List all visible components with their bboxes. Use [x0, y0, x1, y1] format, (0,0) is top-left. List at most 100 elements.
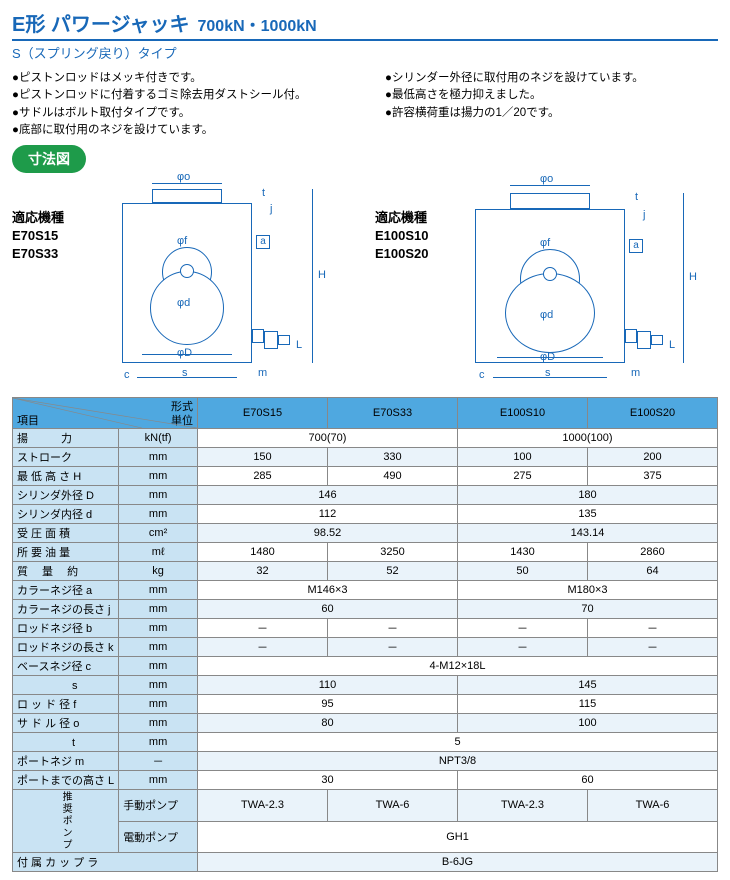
table-row-unit: mm: [119, 619, 198, 638]
dim-a: a: [629, 239, 643, 253]
table-cell: 375: [588, 467, 718, 486]
table-cell: 490: [328, 467, 458, 486]
model-line: E70S15: [12, 227, 64, 245]
table-cell: －: [458, 619, 588, 638]
table-cell: 30: [198, 771, 458, 790]
table-row-label: t: [13, 733, 119, 752]
table-col-hdr: E70S33: [328, 398, 458, 429]
dim-L: L: [669, 339, 675, 351]
dim-phiD: φD: [177, 347, 192, 359]
table-row-label: 電動ポンプ: [119, 821, 198, 853]
table-cell: 100: [458, 448, 588, 467]
table-row-unit: mm: [119, 695, 198, 714]
table-cell: 275: [458, 467, 588, 486]
table-row-label: ストローク: [13, 448, 119, 467]
table-row-label: カラーネジ径 a: [13, 581, 119, 600]
table-cell: －: [198, 638, 328, 657]
dim-t: t: [262, 187, 265, 199]
table-cell: 145: [458, 676, 718, 695]
table-cell: TWA-6: [588, 790, 718, 822]
table-row-label: 質 量 約: [13, 562, 119, 581]
bullet-item: ●ピストンロッドに付着するゴミ除去用ダストシール付。: [12, 87, 345, 104]
table-cell: －: [328, 638, 458, 657]
table-cell: 70: [458, 600, 718, 619]
table-row-label: ポートまでの高さ L: [13, 771, 119, 790]
dim-c: c: [124, 369, 130, 381]
table-cell: 115: [458, 695, 718, 714]
dim-phio: φo: [540, 173, 553, 185]
table-cell: 4-M12×18L: [198, 657, 718, 676]
table-col-hdr: E100S10: [458, 398, 588, 429]
table-row-unit: mm: [119, 486, 198, 505]
dim-m: m: [631, 367, 640, 379]
table-cell: 2860: [588, 543, 718, 562]
table-row-label: カラーネジの長さ j: [13, 600, 119, 619]
dim-a: a: [256, 235, 270, 249]
dim-s: s: [545, 367, 551, 379]
table-cell: 112: [198, 505, 458, 524]
table-cell: 100: [458, 714, 718, 733]
table-row-label: 受 圧 面 積: [13, 524, 119, 543]
table-row-label: ロッドネジの長さ k: [13, 638, 119, 657]
table-col-hdr: E70S15: [198, 398, 328, 429]
table-cell: M146×3: [198, 581, 458, 600]
table-cell: －: [458, 638, 588, 657]
table-row-label: サ ド ル 径 o: [13, 714, 119, 733]
dim-j: j: [270, 203, 272, 215]
dim-m: m: [258, 367, 267, 379]
table-row-unit: mm: [119, 714, 198, 733]
table-cell: 110: [198, 676, 458, 695]
dim-H: H: [689, 271, 697, 283]
bullet-item: ●底部に取付用のネジを設けています。: [12, 122, 345, 139]
table-cell: 200: [588, 448, 718, 467]
table-row-label: ロッドネジ径 b: [13, 619, 119, 638]
table-cell: 3250: [328, 543, 458, 562]
model-header: 適応機種: [375, 209, 429, 227]
dim-j: j: [643, 209, 645, 221]
dim-H: H: [318, 269, 326, 281]
table-cell: 60: [198, 600, 458, 619]
model-line: E70S33: [12, 245, 64, 263]
dimension-badge: 寸法図: [12, 145, 86, 173]
table-row-label: 手動ポンプ: [119, 790, 198, 822]
dim-phif: φf: [177, 235, 187, 247]
dim-phio: φo: [177, 171, 190, 183]
table-row-label: s: [13, 676, 119, 695]
table-cell: TWA-6: [328, 790, 458, 822]
table-cell: TWA-2.3: [198, 790, 328, 822]
table-cell: 150: [198, 448, 328, 467]
table-row-unit: mm: [119, 448, 198, 467]
model-line: E100S10: [375, 227, 429, 245]
bullet-item: ●ピストンロッドはメッキ付きです。: [12, 70, 345, 87]
table-row-unit: cm²: [119, 524, 198, 543]
table-cell: 135: [458, 505, 718, 524]
spec-table: 形式 項目 単位 E70S15 E70S33 E100S10 E100S20 揚…: [12, 397, 718, 872]
table-row-unit: mm: [119, 676, 198, 695]
table-cell: 60: [458, 771, 718, 790]
diagram-right: 適応機種 E100S10 E100S20 φo φf φd φD H a j t…: [375, 179, 718, 389]
table-cell: NPT3/8: [198, 752, 718, 771]
bullet-item: ●許容横荷重は揚力の1／20です。: [385, 105, 718, 122]
table-cell: －: [198, 619, 328, 638]
pump-side-label: 推奨ポンプ: [13, 790, 119, 853]
table-row-label: 付 属 カ ッ プ ラ: [13, 853, 198, 872]
dim-phid: φd: [177, 297, 190, 309]
table-row-label: ポートネジ m: [13, 752, 119, 771]
table-cell: 5: [198, 733, 718, 752]
diagram-left: 適応機種 E70S15 E70S33 φo φf φd φD H a j t c…: [12, 179, 355, 389]
table-cell: 50: [458, 562, 588, 581]
dim-t: t: [635, 191, 638, 203]
table-cell: －: [588, 638, 718, 657]
table-cell: 146: [198, 486, 458, 505]
table-row-unit: mm: [119, 771, 198, 790]
table-cell: 700(70): [198, 429, 458, 448]
table-cell: 180: [458, 486, 718, 505]
dim-c: c: [479, 369, 485, 381]
table-row-unit: mℓ: [119, 543, 198, 562]
table-cell: －: [588, 619, 718, 638]
dim-L: L: [296, 339, 302, 351]
table-cell: B-6JG: [198, 853, 718, 872]
table-row-unit: mm: [119, 581, 198, 600]
table-row-unit: mm: [119, 733, 198, 752]
table-row-unit: mm: [119, 505, 198, 524]
